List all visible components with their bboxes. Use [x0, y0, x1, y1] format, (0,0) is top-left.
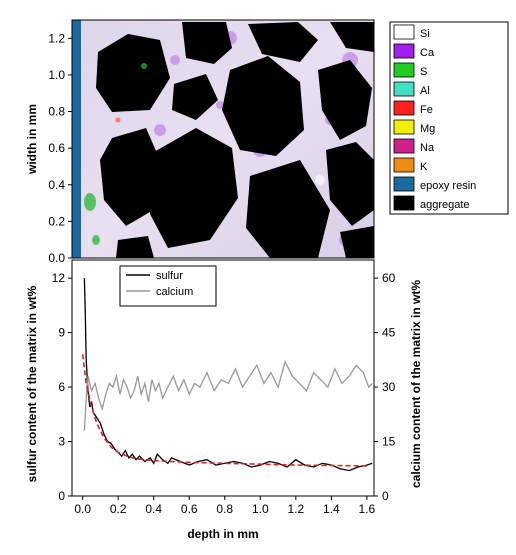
fit-series-line [81, 354, 367, 467]
line-legend-box [119, 265, 217, 307]
legend-swatch [393, 100, 415, 116]
legend-swatch [393, 62, 415, 78]
x-tick-label: 0.0 [74, 502, 91, 516]
legend-swatch [393, 138, 415, 154]
line-legend-label: sulfur [156, 270, 183, 282]
legend-swatch [393, 24, 415, 40]
x-tick-label: 0.2 [110, 502, 127, 516]
x-tick-label: 0.4 [145, 502, 162, 516]
x-tick-label: 1.4 [323, 502, 340, 516]
x-tick-label: 0.6 [181, 502, 198, 516]
right-y-tick-label: 15 [382, 435, 396, 449]
legend-swatch [393, 119, 415, 135]
profile-axes: 0.0 0.2 0.4 0.6 0.8 1.0 1.2 1.4 1.6 0 3 6 9 12 0 15 30 45… [52, 271, 396, 516]
legend-swatch [393, 157, 415, 173]
legend-swatch [393, 81, 415, 97]
left-y-tick-label: 12 [52, 271, 66, 285]
legend-label: Fe [420, 104, 433, 116]
line-legend-label: calcium [156, 286, 193, 298]
x-tick-label: 0.8 [216, 502, 233, 516]
map-y-tick-label: 0.6 [48, 141, 65, 155]
legend-label: aggregate [420, 199, 470, 211]
x-tick-label: 1.0 [252, 502, 269, 516]
legend-label: Al [420, 85, 430, 97]
map-y-tick-label: 1.2 [48, 31, 65, 45]
right-y-axis-label: calcium content of the matrix in wt% [409, 280, 423, 488]
profile-chart-panel: 0.0 0.2 0.4 0.6 0.8 1.0 1.2 1.4 1.6 0 3 6 9 12 0 15 30 45… [25, 259, 423, 541]
line-legend: sulfur calcium [119, 265, 217, 307]
map-y-tick-label: 0.0 [48, 251, 65, 265]
right-y-tick-label: 45 [382, 326, 396, 340]
plot-lines [81, 278, 373, 472]
map-y-tick-label: 1.0 [48, 68, 65, 82]
right-y-tick-label: 60 [382, 271, 396, 285]
legend-label: Ca [420, 47, 435, 59]
legend-label: Na [420, 142, 435, 154]
legend-label: Mg [420, 123, 435, 135]
x-tick-label: 1.2 [287, 502, 304, 516]
right-y-tick-label: 0 [382, 489, 389, 503]
legend-label: Si [420, 28, 430, 40]
legend-label: K [420, 161, 428, 173]
left-y-tick-label: 6 [58, 380, 65, 394]
legend-label: epoxy resin [420, 180, 476, 192]
element-map-panel: 0.0 0.2 0.4 0.6 0.8 1.0 1.2 width in mm [25, 19, 375, 265]
right-y-tick-label: 30 [382, 380, 396, 394]
x-tick-label: 1.6 [359, 502, 376, 516]
left-y-tick-label: 9 [58, 326, 65, 340]
legend-swatch [393, 176, 415, 192]
left-y-tick-label: 0 [58, 489, 65, 503]
legend-swatch [393, 43, 415, 59]
calcium-series-line [83, 359, 373, 431]
x-axis-label: depth in mm [187, 527, 258, 541]
map-y-tick-label: 0.2 [48, 214, 65, 228]
left-y-tick-label: 3 [58, 435, 65, 449]
element-map-image [72, 20, 374, 258]
left-y-axis-label: sulfur content of the matrix in wt% [25, 285, 39, 482]
map-y-axis: 0.0 0.2 0.4 0.6 0.8 1.0 1.2 [48, 31, 72, 265]
map-y-axis-label: width in mm [25, 104, 39, 175]
map-y-tick-label: 0.4 [48, 178, 65, 192]
legend-swatch [393, 195, 415, 211]
legend-label: S [420, 66, 427, 78]
map-y-tick-label: 0.8 [48, 105, 65, 119]
